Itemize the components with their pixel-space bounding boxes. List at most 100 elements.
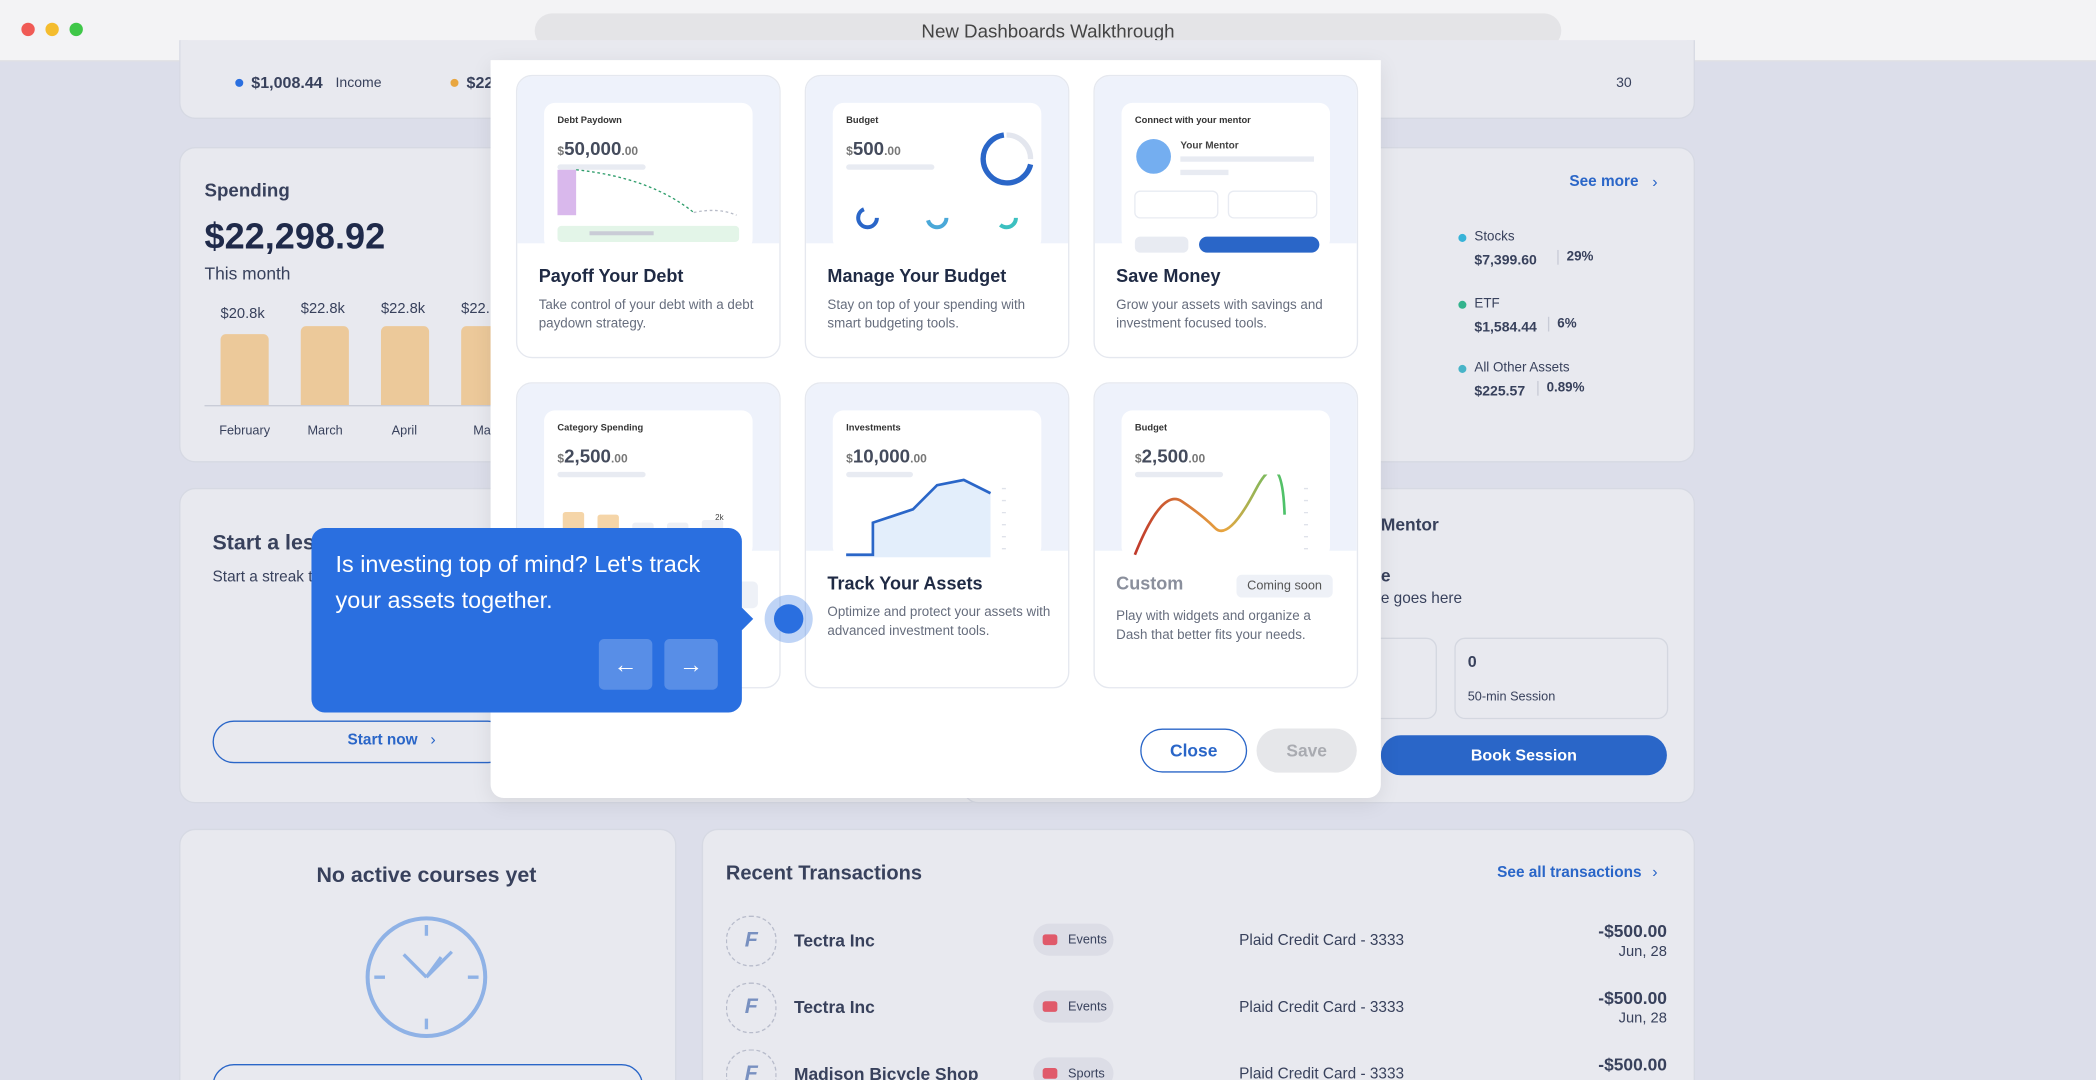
month-label: March xyxy=(307,423,343,439)
shape xyxy=(365,916,488,1038)
shape xyxy=(1134,139,1320,253)
bar xyxy=(300,326,349,406)
asset-value: $7,399.60 xyxy=(1474,252,1537,269)
currency: $ xyxy=(846,451,853,466)
prev-button[interactable]: ← xyxy=(598,638,653,690)
income-value: $1,008.44 xyxy=(251,73,323,93)
card-title: Manage Your Budget xyxy=(827,266,1007,287)
tag-label: Events xyxy=(1068,933,1107,948)
placeholder xyxy=(846,471,913,478)
chevron: › xyxy=(1652,172,1658,192)
feature-card[interactable]: Investments $10,000.00 Track Your Assets Op… xyxy=(804,382,1070,689)
preview-amount: $2,500.00 xyxy=(1135,445,1205,466)
bar-label: $22.8k xyxy=(300,300,345,317)
badge: Coming soon xyxy=(1236,574,1333,598)
shape xyxy=(846,479,991,558)
close-dot xyxy=(21,22,35,37)
see-more[interactable]: See more xyxy=(1569,173,1639,190)
cents: .00 xyxy=(610,451,628,466)
mini-widget: Investments $10,000.00 xyxy=(832,410,1042,558)
feature-card[interactable]: Budget $2,500.00 Custom Coming soon Play wit… xyxy=(1093,382,1359,689)
shape xyxy=(1006,132,1034,160)
close-button[interactable]: Close xyxy=(1140,728,1248,773)
preview-subtitle: Your Mentor xyxy=(1180,139,1239,152)
preview-note: 2k xyxy=(715,514,724,523)
lesson-title: Start a les xyxy=(212,532,315,555)
card-title: Track Your Assets xyxy=(827,573,983,594)
book-label: Book Session xyxy=(1470,745,1577,765)
shape xyxy=(1180,169,1229,176)
shape xyxy=(576,169,695,214)
feature-card[interactable]: Debt Paydown $50,000.00 Payoff Your Debt Ta… xyxy=(515,74,781,359)
chevron: › xyxy=(1652,862,1658,881)
beacon xyxy=(773,604,804,634)
clock-icon xyxy=(365,916,488,1038)
mini-widget: Budget $500.00 xyxy=(832,102,1042,250)
axis-end: 30 xyxy=(1616,74,1632,91)
next-button[interactable]: → xyxy=(664,638,718,690)
other-value: $22 xyxy=(466,73,494,93)
merchant-logo: F xyxy=(725,982,777,1034)
save-button[interactable]: Save xyxy=(1256,728,1357,773)
bar-label: $22. xyxy=(461,300,490,317)
session-box xyxy=(1454,637,1669,720)
see-all[interactable]: See all transactions xyxy=(1497,864,1642,881)
amount: 2,500 xyxy=(1141,445,1189,467)
preview-title: Budget xyxy=(846,116,879,126)
chevron: › xyxy=(430,729,436,749)
card-title: Save Money xyxy=(1116,266,1221,287)
shape xyxy=(856,206,879,230)
card-description: Grow your assets with savings and invest… xyxy=(1116,298,1323,332)
bar-label: $22.8k xyxy=(380,300,426,317)
mini-widget: Debt Paydown $50,000.00 xyxy=(544,102,753,250)
transactions-title: Recent Transactions xyxy=(725,862,922,885)
feature-card[interactable]: Connect with your mentor Your Mentor Save … xyxy=(1093,74,1359,359)
date: Jun, 28 xyxy=(1618,1010,1667,1027)
shape xyxy=(1133,474,1286,556)
course-button xyxy=(212,1064,643,1080)
amount: 2,500 xyxy=(564,445,611,467)
spending-period: This month xyxy=(204,263,291,284)
account: Plaid Credit Card - 3333 xyxy=(1239,999,1405,1016)
mini-widget: Connect with your mentor Your Mentor xyxy=(1121,102,1331,253)
preview-amount: $50,000.00 xyxy=(557,138,638,159)
shape xyxy=(693,209,737,216)
book-button[interactable] xyxy=(1380,735,1667,776)
shape xyxy=(980,132,1034,186)
dot xyxy=(450,78,459,87)
cents: .00 xyxy=(621,144,639,158)
mini-widget: Budget $2,500.00 xyxy=(1121,410,1331,558)
session-label: 50-min Session xyxy=(1467,689,1556,705)
account: Plaid Credit Card - 3333 xyxy=(1239,933,1405,950)
month-label: April xyxy=(391,423,418,439)
asset-name: ETF xyxy=(1474,296,1500,312)
shape xyxy=(925,206,949,230)
preview-title: Budget xyxy=(1134,423,1168,434)
merchant-logo: F xyxy=(725,915,777,967)
dot xyxy=(1458,364,1467,373)
tag-icon xyxy=(1042,934,1058,946)
placeholder xyxy=(557,471,646,478)
placeholder xyxy=(846,164,935,170)
amount: -$500.00 xyxy=(1598,987,1667,1008)
account: Plaid Credit Card - 3333 xyxy=(1239,1066,1405,1080)
currency: $ xyxy=(557,144,565,158)
spending-total: $22,298.92 xyxy=(204,216,386,257)
baseline xyxy=(204,405,491,407)
shape xyxy=(1199,236,1320,253)
shape xyxy=(557,169,740,242)
shape xyxy=(374,925,479,1030)
shape xyxy=(1134,190,1219,219)
cents: .00 xyxy=(910,451,927,466)
window-title: New Dashboards Walkthrough xyxy=(921,20,1175,42)
feature-card[interactable]: Budget $500.00 Manage Your Budget Stay on t… xyxy=(804,74,1070,359)
preview-amount: $2,500.00 xyxy=(557,445,627,466)
income-label: Income xyxy=(335,74,382,91)
transactions-card xyxy=(701,828,1695,1080)
preview-amount: $500.00 xyxy=(846,138,901,159)
mentor-title: Mentor xyxy=(1380,514,1439,535)
mentor-desc: e goes here xyxy=(1380,590,1463,607)
currency: $ xyxy=(846,144,853,158)
